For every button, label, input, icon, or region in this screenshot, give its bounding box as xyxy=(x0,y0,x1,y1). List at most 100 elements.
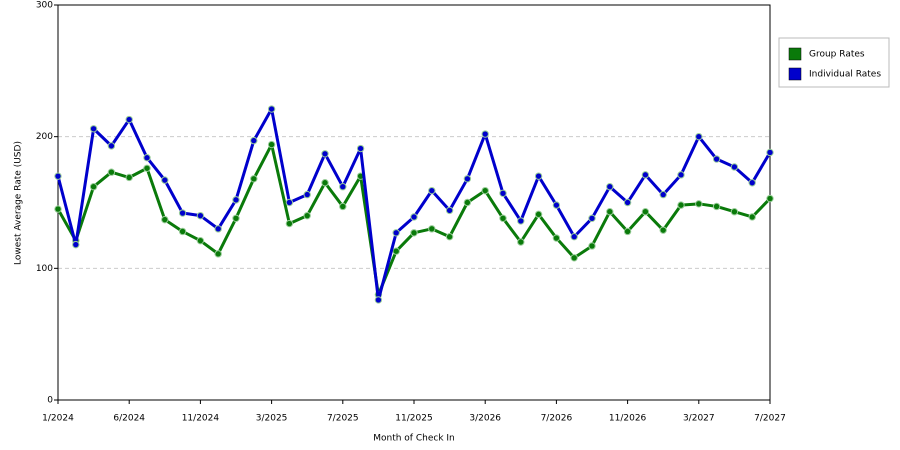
data-point xyxy=(267,105,276,113)
legend-label: Group Rates xyxy=(809,50,865,60)
data-point xyxy=(481,130,489,138)
data-point xyxy=(730,208,739,216)
legend-swatch xyxy=(788,67,802,81)
x-tick-label: 6/2024 xyxy=(113,414,145,424)
data-point xyxy=(54,205,62,213)
data-point xyxy=(285,198,294,207)
data-point xyxy=(463,198,472,207)
data-point xyxy=(250,136,258,145)
data-point xyxy=(552,234,561,242)
data-point xyxy=(570,233,578,241)
data-point xyxy=(196,236,205,245)
y-tick-label: 200 xyxy=(36,132,53,142)
data-point xyxy=(54,172,62,180)
data-point xyxy=(552,201,561,209)
data-point xyxy=(89,125,98,133)
legend-swatch xyxy=(788,47,802,61)
data-point xyxy=(748,179,756,187)
data-point xyxy=(303,211,311,220)
data-point xyxy=(232,214,240,223)
data-point xyxy=(481,186,489,195)
data-point xyxy=(570,254,578,262)
data-point xyxy=(72,240,80,249)
data-point xyxy=(161,176,169,184)
y-tick-label: 0 xyxy=(47,396,53,406)
data-point xyxy=(178,227,187,236)
data-point xyxy=(285,219,294,228)
data-point xyxy=(196,211,205,220)
data-point xyxy=(125,115,133,124)
x-tick-label: 3/2026 xyxy=(469,414,501,424)
x-tick-label: 7/2027 xyxy=(754,414,786,424)
data-point xyxy=(374,296,383,304)
data-point xyxy=(410,213,418,221)
data-point xyxy=(659,226,667,234)
x-tick-label: 1/2024 xyxy=(42,414,74,424)
legend-label: Individual Rates xyxy=(809,70,881,80)
data-point xyxy=(766,148,774,157)
data-point xyxy=(588,242,596,250)
data-point xyxy=(339,183,347,191)
x-tick-label: 3/2027 xyxy=(683,414,715,424)
data-point xyxy=(517,217,525,225)
data-point xyxy=(606,208,614,216)
data-point xyxy=(712,155,721,163)
data-point xyxy=(517,238,525,246)
data-point xyxy=(499,214,507,223)
data-point xyxy=(606,183,614,191)
data-point xyxy=(428,186,436,195)
data-point xyxy=(125,173,133,182)
data-point xyxy=(356,144,365,153)
data-point xyxy=(730,163,739,171)
data-point xyxy=(534,172,543,180)
data-point xyxy=(214,250,222,258)
data-point xyxy=(659,190,667,199)
data-point xyxy=(677,201,685,209)
y-tick-label: 300 xyxy=(36,1,53,11)
x-tick-label: 11/2025 xyxy=(395,414,432,424)
series-line xyxy=(56,107,772,302)
x-tick-label: 11/2024 xyxy=(182,414,220,424)
x-tick-label: 11/2026 xyxy=(609,414,647,424)
data-point xyxy=(303,190,311,199)
data-point xyxy=(178,209,187,217)
data-point xyxy=(89,183,98,191)
data-point xyxy=(623,227,632,236)
data-point xyxy=(463,175,472,183)
x-tick-label: 7/2026 xyxy=(541,414,573,424)
data-point xyxy=(161,215,169,224)
data-point xyxy=(748,213,756,221)
data-point xyxy=(712,202,721,211)
data-point xyxy=(428,225,436,233)
data-point xyxy=(641,171,650,179)
data-point xyxy=(677,171,685,179)
data-point xyxy=(321,179,329,187)
data-point xyxy=(321,150,329,158)
x-axis-label: Month of Check In xyxy=(373,434,455,444)
data-point xyxy=(641,208,650,216)
data-point xyxy=(445,233,454,241)
y-tick-label: 100 xyxy=(36,264,53,274)
data-point xyxy=(392,229,400,237)
data-point xyxy=(410,229,418,237)
plot-frame xyxy=(57,4,771,401)
data-point xyxy=(695,132,703,141)
x-tick-label: 7/2025 xyxy=(327,414,359,424)
data-point xyxy=(499,189,507,197)
y-axis-label: Lowest Average Rate (USD) xyxy=(14,141,24,265)
data-point xyxy=(695,200,703,208)
data-point xyxy=(267,140,276,149)
data-point xyxy=(107,168,116,176)
data-point xyxy=(232,196,240,204)
data-point xyxy=(534,210,543,219)
data-point xyxy=(766,194,774,203)
data-point xyxy=(107,142,116,150)
data-point xyxy=(339,202,347,211)
data-point xyxy=(588,214,596,223)
x-tick-label: 3/2025 xyxy=(256,414,288,424)
data-point xyxy=(392,247,400,255)
data-point xyxy=(143,164,151,172)
data-point xyxy=(623,198,632,207)
data-point xyxy=(143,154,151,162)
